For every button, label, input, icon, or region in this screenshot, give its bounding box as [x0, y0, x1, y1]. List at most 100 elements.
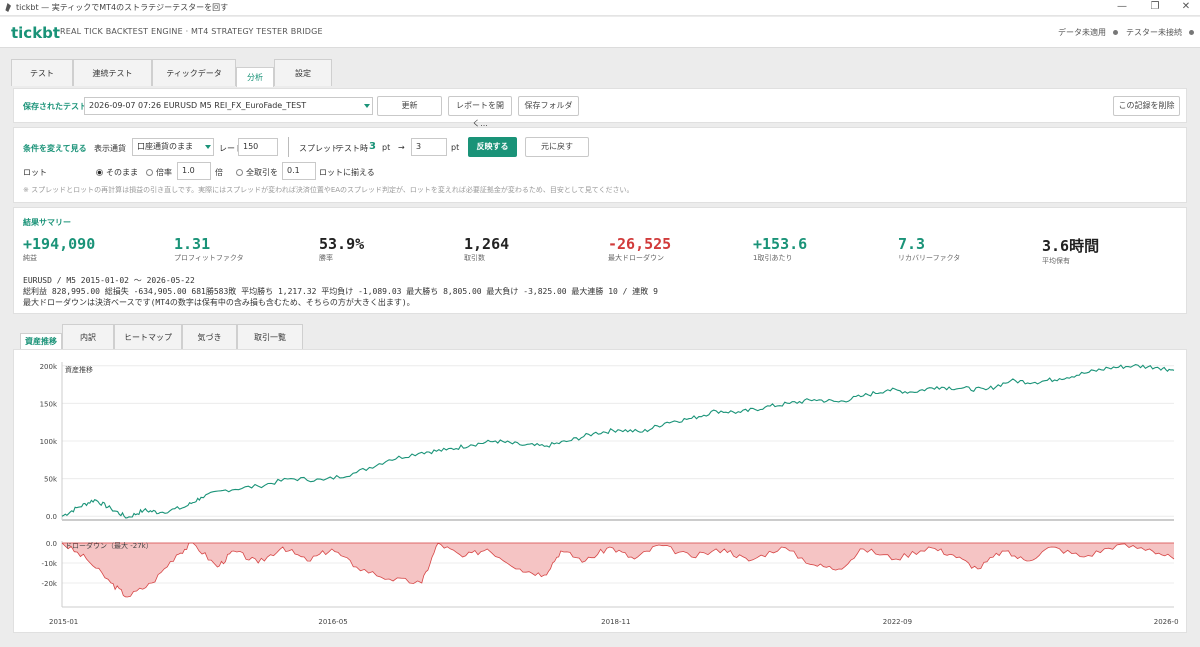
metric-profit-factor: 1.31 プロフィットファクタ: [174, 235, 244, 263]
all-lot-input[interactable]: 0.1: [282, 162, 316, 180]
metric-value: 1.31: [174, 235, 211, 253]
x-tick-label: 2026-0: [1154, 618, 1179, 626]
metric-label: 1取引あたり: [753, 254, 793, 262]
apply-button[interactable]: 反映する: [468, 137, 517, 157]
metric-value: -26,525: [608, 235, 672, 253]
subtab-heatmap[interactable]: ヒートマップ: [114, 324, 182, 349]
spread-test-value: 3: [369, 141, 376, 152]
currency-label: 表示通貨: [94, 144, 126, 153]
reset-button[interactable]: 元に戻す: [525, 137, 589, 157]
subtab-breakdown[interactable]: 内訳: [62, 324, 114, 349]
window-title: tickbt — 実ティックでMT4のストラテジーテスターを回す: [16, 3, 229, 12]
multiplier-unit: 倍: [215, 168, 223, 177]
spread-new-input[interactable]: 3: [411, 138, 447, 156]
header-subtitle: REAL TICK BACKTEST ENGINE · MT4 STRATEGY…: [60, 27, 323, 36]
metric-value: +194,090: [23, 235, 96, 253]
status-dot-icon: [1189, 30, 1194, 35]
lot-option-multiplier[interactable]: 倍率: [146, 167, 172, 178]
metric-value: 3.6時間: [1042, 237, 1100, 255]
metric-label: 勝率: [319, 254, 333, 262]
tab-settings[interactable]: 設定: [274, 59, 332, 86]
x-tick-label: 2018-11: [601, 618, 630, 626]
x-tick-label: 2015-01: [49, 618, 78, 626]
conditions-note: ※ スプレッドとロットの再計算は損益の引き直しです。実際にはスプレッドが変われば…: [23, 186, 634, 194]
summary-line-period: EURUSD / M5 2015-01-02 ～ 2026-05-22: [23, 276, 195, 285]
metric-recovery-factor: 7.3 リカバリーファクタ: [898, 235, 960, 263]
tab-test[interactable]: テスト: [11, 59, 73, 86]
metric-net-profit: +194,090 純益: [23, 235, 95, 263]
tab-analysis[interactable]: 分析: [236, 67, 274, 87]
metric-avg-hold: 3.6時間 平均保有: [1042, 235, 1099, 266]
rate-label: レート: [219, 144, 243, 153]
metric-label: 取引数: [464, 254, 485, 262]
tab-tick-data[interactable]: ティックデータ: [152, 59, 236, 86]
y-tick-label: 100k: [40, 438, 58, 446]
pt-unit-2: pt: [451, 143, 460, 152]
app-header: tickbt REAL TICK BACKTEST ENGINE · MT4 S…: [0, 17, 1200, 48]
radio-selected-icon: [96, 169, 103, 176]
metric-label: 平均保有: [1042, 257, 1070, 265]
brand-logo: tickbt: [11, 24, 61, 42]
saved-test-panel: 保存されたテスト 2026-09-07 07:26 EURUSD M5 REI_…: [13, 88, 1187, 128]
x-tick-label: 2022-09: [883, 618, 912, 626]
chart-panel: 200k 150k 100k 50k 0.0 資産推移 0.0 -10k -20k ドローダウン（…: [13, 349, 1187, 633]
lot-option-as-is[interactable]: そのまま: [96, 167, 138, 178]
metric-win-rate: 53.9% 勝率: [319, 235, 364, 263]
conditions-panel: 条件を変えて見る 表示通貨 口座通貨のまま レート 150 スプレッド テスト時…: [13, 127, 1187, 203]
radio-icon: [146, 169, 153, 176]
minimize-icon[interactable]: —: [1117, 1, 1127, 12]
status-dot-icon: [1113, 30, 1118, 35]
pt-unit: pt: [382, 143, 391, 152]
rate-input[interactable]: 150: [238, 138, 278, 156]
drawdown-title: ドローダウン（最大 -27k）: [65, 541, 153, 550]
subtab-insights[interactable]: 気づき: [182, 324, 237, 349]
spread-label: スプレッド: [299, 144, 339, 153]
save-folder-button[interactable]: 保存フォルダ: [518, 96, 579, 116]
chevron-down-icon: [362, 98, 372, 114]
saved-test-select[interactable]: 2026-09-07 07:26 EURUSD M5 REI_FX_EuroFa…: [84, 97, 373, 115]
y-tick-label: 0.0: [46, 513, 57, 521]
drawdown-line: [61, 542, 1175, 598]
tab-batch-test[interactable]: 連続テスト: [73, 59, 152, 86]
delete-record-button[interactable]: この記録を削除: [1113, 96, 1180, 116]
metric-max-drawdown: -26,525 最大ドローダウン: [608, 235, 671, 263]
open-report-button[interactable]: レポートを開く...: [448, 96, 512, 128]
lot-label: ロット: [23, 168, 47, 177]
currency-select[interactable]: 口座通貨のまま: [132, 138, 214, 156]
y-tick-label: 50k: [44, 476, 58, 484]
subtab-trade-list[interactable]: 取引一覧: [237, 324, 303, 349]
saved-test-label: 保存されたテスト: [23, 102, 87, 111]
x-tick-label: 2016-05: [318, 618, 347, 626]
maximize-icon[interactable]: ❐: [1150, 1, 1160, 12]
conditions-label: 条件を変えて見る: [23, 144, 87, 153]
metric-label: 純益: [23, 254, 37, 262]
status-tester: テスター未接続: [1126, 27, 1194, 38]
y-tick-label: 200k: [40, 363, 58, 371]
y-tick-label: -20k: [42, 580, 58, 588]
metric-value: 53.9%: [319, 235, 365, 253]
divider: [288, 137, 289, 157]
equity-line: [61, 364, 1175, 519]
y-tick-label: -10k: [42, 560, 58, 568]
metric-trades: 1,264 取引数: [464, 235, 509, 263]
metric-value: 7.3: [898, 235, 926, 253]
metric-per-trade: +153.6 1取引あたり: [753, 235, 807, 263]
subtab-equity[interactable]: 資産推移: [20, 333, 62, 349]
drawdown-area: [62, 543, 1174, 597]
metric-value: 1,264: [464, 235, 510, 253]
metric-label: リカバリーファクタ: [898, 254, 961, 262]
metric-label: プロフィットファクタ: [174, 254, 244, 262]
y-tick-label: 0.0: [46, 540, 57, 548]
summary-panel: 結果サマリー +194,090 純益 1.31 プロフィットファクタ 53.9%…: [13, 207, 1187, 314]
y-tick-label: 150k: [40, 400, 58, 408]
multiplier-input[interactable]: 1.0: [177, 162, 211, 180]
metric-value: +153.6: [753, 235, 808, 253]
update-button[interactable]: 更新: [377, 96, 442, 116]
test-time-label: テスト時: [336, 144, 368, 153]
app-feather-icon: [5, 3, 11, 12]
lot-option-all[interactable]: 全取引を: [236, 167, 278, 178]
arrow-icon: →: [398, 143, 405, 152]
metric-label: 最大ドローダウン: [608, 254, 664, 262]
close-icon[interactable]: ✕: [1181, 1, 1191, 12]
status-data: データ未適用: [1058, 27, 1118, 38]
